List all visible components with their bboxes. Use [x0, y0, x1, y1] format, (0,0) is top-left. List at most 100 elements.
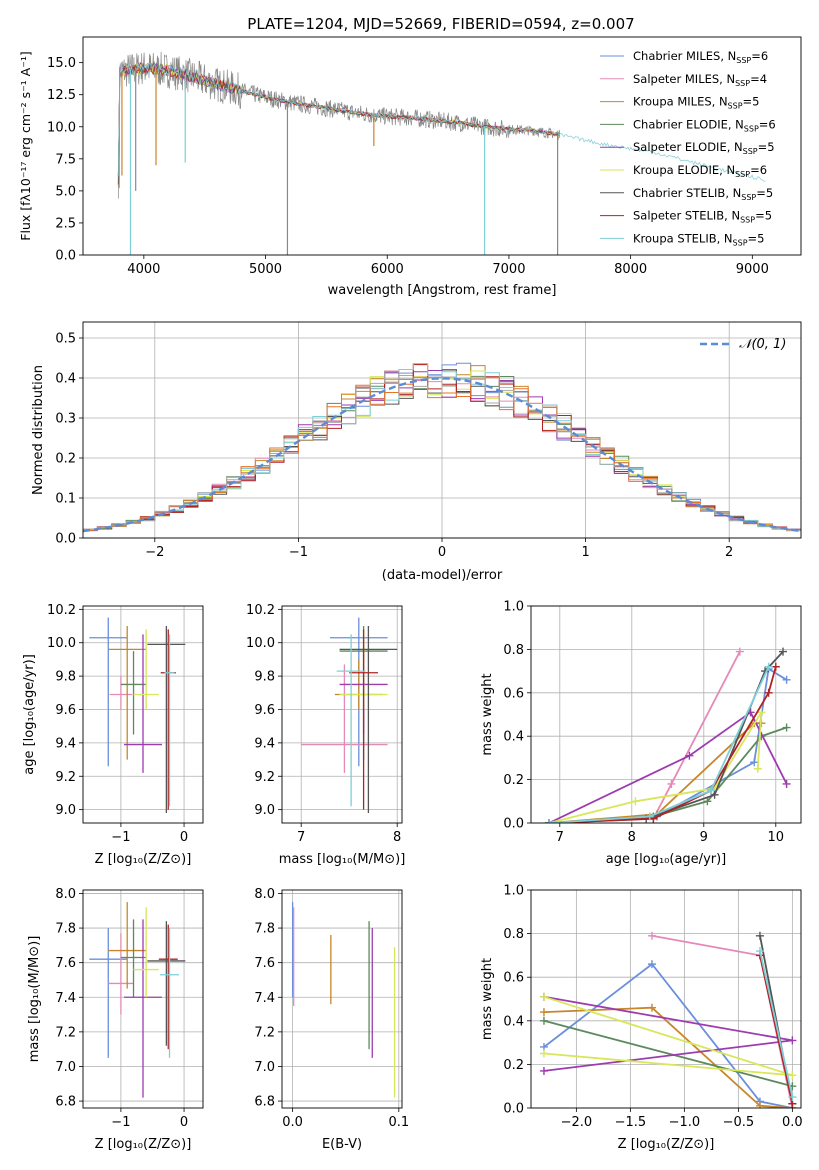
p7-ytick-label: 6.8	[254, 1095, 275, 1110]
clip-p3-layer	[89, 617, 186, 813]
normal-curve	[83, 377, 801, 533]
p8-ytick-label: 0.0	[503, 1102, 524, 1117]
p5-point-marker	[631, 797, 640, 806]
hist-xtick-label: −1	[289, 545, 308, 560]
legend-sub: SSP	[735, 79, 750, 88]
p4-ytick-label: 9.0	[254, 803, 275, 818]
legend-count: =5	[758, 140, 775, 154]
p5-xlabel: age [log₁₀(age/yr)]	[606, 852, 727, 867]
p3-xlabel: Z [log₁₀(Z/Z⊙)]	[95, 852, 192, 867]
hist-xtick-label: −2	[145, 545, 164, 560]
hist-frame	[82, 321, 802, 539]
clip-p6-layer	[89, 902, 186, 1098]
legend-sub: SSP	[744, 124, 759, 133]
p5-ylabel: mass weight	[480, 673, 495, 755]
legend-label: Kroupa MILES, NSSP=5	[633, 95, 759, 111]
p8-ytick-label: 0.2	[503, 1058, 524, 1073]
p3-ytick-label: 9.4	[55, 736, 76, 751]
spectrum-ytick-label: 15.0	[47, 56, 76, 71]
p8-series-line-3	[543, 1006, 793, 1108]
p4-ytick-label: 9.4	[254, 736, 275, 751]
p8-series-line-6	[543, 995, 793, 1077]
p8-point-marker	[539, 1016, 548, 1025]
p8-point-marker	[539, 1049, 548, 1058]
legend-count: =5	[743, 95, 760, 109]
legend-label: Chabrier MILES, NSSP=6	[633, 49, 768, 65]
p5-point-marker	[685, 751, 694, 760]
p8-ytick-label: 0.8	[503, 927, 524, 942]
legend-sub: SSP	[741, 193, 756, 202]
legend-count: =6	[751, 49, 768, 63]
spectrum-panel: 4000 5000 6000 7000 8000 9000 0.0 2.5 5.0 7.5 10.0…	[18, 36, 802, 298]
p8-point-marker	[539, 1008, 548, 1017]
p5-point-marker	[703, 797, 712, 806]
hist-ytick-label: 0.0	[55, 532, 76, 547]
legend-label: Kroupa ELODIE, NSSP=6	[633, 163, 767, 179]
spectrum-ylabel: Flux [fλ10⁻¹⁷ erg cm⁻² s⁻¹ A⁻¹]	[18, 51, 33, 240]
p6-ytick-label: 8.0	[55, 887, 76, 902]
p7-xtick-label: 0.1	[388, 1115, 409, 1130]
legend-label: Salpeter ELODIE, NSSP=5	[633, 140, 775, 156]
p4-ytick-label: 9.8	[254, 670, 275, 685]
p8-series-line-8	[759, 955, 794, 1104]
p3-ytick-label: 10.0	[47, 636, 76, 651]
p5-series-line-7	[548, 650, 784, 823]
legend-sub: SSP	[735, 170, 750, 179]
p6-xtick-label: −1	[111, 1115, 130, 1130]
p6-ytick-label: 7.0	[55, 1060, 76, 1075]
p8-point-marker	[539, 992, 548, 1001]
p3-frame	[82, 605, 204, 824]
p5-point-marker	[753, 764, 762, 773]
p4-ytick-label: 9.2	[254, 770, 275, 785]
p5-point-marker	[750, 758, 759, 767]
spectrum-ytick-label: 2.5	[55, 216, 76, 231]
p5-ytick-label: 0.4	[503, 730, 524, 745]
p5-point-marker	[782, 723, 791, 732]
figure-title: PLATE=1204, MJD=52669, FIBERID=0594, z=0…	[247, 15, 634, 33]
legend-count: =5	[756, 186, 773, 200]
clip-hist-layer	[83, 362, 801, 533]
p4-ytick-label: 10.0	[246, 636, 275, 651]
spectrum-ytick-label: 12.5	[47, 88, 76, 103]
p8-point-marker	[755, 1101, 764, 1108]
spectrum-xtick-label: 4000	[127, 262, 160, 277]
p8-point-marker	[647, 931, 656, 940]
spectrum-xlabel: wavelength [Angstrom, rest frame]	[328, 283, 557, 298]
legend-label: Salpeter STELIB, NSSP=5	[633, 209, 772, 225]
p5-point-marker	[757, 708, 766, 717]
p5-series-line-9	[548, 666, 770, 823]
hist-ytick-label: 0.1	[55, 492, 76, 507]
legend-label: Chabrier STELIB, NSSP=5	[633, 186, 773, 202]
hist-ylabel: Normed distribution	[31, 365, 46, 495]
p8-point-marker	[755, 947, 764, 956]
legend-label: Salpeter MILES, NSSP=4	[633, 72, 767, 88]
p5-point-marker	[667, 779, 676, 788]
p3-ytick-label: 9.0	[55, 803, 76, 818]
p6-ylabel: mass [log₁₀(M/M⊙)]	[27, 936, 42, 1063]
p4-xtick-label: 8	[393, 830, 401, 845]
p3-xtick-label: 0	[180, 830, 188, 845]
p6-ytick-label: 7.2	[55, 1025, 76, 1040]
p5-point-marker	[735, 647, 744, 656]
p8-point-marker	[788, 1093, 797, 1102]
weight-vs-age-panel: 7 8 9 10 0.0 0.2 0.4 0.6 0.8 1.0 age [log₁₀(age/yr…	[480, 600, 802, 867]
p6-ytick-label: 7.6	[55, 956, 76, 971]
p5-point-marker	[782, 779, 791, 788]
p3-ylabel: age [log₁₀(age/yr)]	[22, 654, 37, 775]
clip-p5-layer	[545, 647, 791, 823]
p8-point-marker	[788, 1071, 797, 1080]
spectrum-ytick-label: 7.5	[55, 152, 76, 167]
p8-point-marker	[647, 960, 656, 969]
spectrum-xtick-label: 5000	[249, 262, 282, 277]
hist-xtick-label: 0	[438, 545, 446, 560]
p5-ytick-label: 0.6	[503, 686, 524, 701]
mass-vs-metallicity-panel: −1 0 6.8 7.0 7.2 7.4 7.6 7.8 8.0 Z [log₁₀(Z/Z⊙)] m…	[27, 887, 204, 1152]
p8-xtick-label: −0.5	[723, 1115, 755, 1130]
p7-ytick-label: 7.2	[254, 1025, 275, 1040]
p4-ytick-label: 9.6	[254, 703, 275, 718]
legend-count: =6	[750, 163, 767, 177]
hist-ytick-label: 0.5	[55, 332, 76, 347]
p5-frame	[530, 605, 802, 824]
p3-xtick-label: −1	[111, 830, 130, 845]
p8-xtick-label: −1.0	[669, 1115, 701, 1130]
